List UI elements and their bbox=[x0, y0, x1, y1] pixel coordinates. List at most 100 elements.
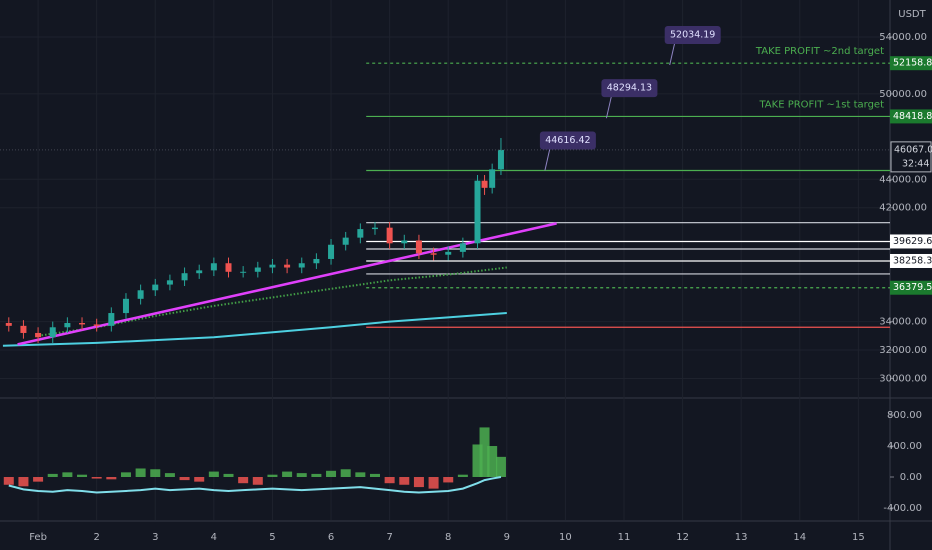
candle-body bbox=[64, 323, 71, 328]
y-tick-label: 44000.00 bbox=[879, 174, 927, 185]
price-tag bbox=[890, 109, 932, 124]
histogram-bar bbox=[311, 473, 322, 478]
histogram-bar bbox=[282, 471, 293, 478]
candle-body bbox=[459, 243, 466, 252]
histogram-bar bbox=[487, 446, 498, 478]
candle-body bbox=[328, 244, 335, 259]
histogram-bar bbox=[355, 472, 366, 478]
candle-body bbox=[225, 263, 232, 272]
candle-body bbox=[210, 263, 217, 271]
histogram-bar bbox=[479, 427, 490, 478]
histogram-bar bbox=[77, 474, 88, 478]
price-tag bbox=[890, 280, 932, 295]
candle-body bbox=[196, 270, 203, 274]
histogram-bar bbox=[62, 472, 73, 478]
price-tag bbox=[890, 234, 932, 249]
x-tick-label: 8 bbox=[445, 532, 451, 543]
histogram-bar bbox=[120, 472, 131, 478]
candle-body bbox=[497, 149, 504, 170]
histogram-bar bbox=[340, 469, 351, 478]
histogram-bar bbox=[399, 477, 410, 485]
y-tick-label: 30000.00 bbox=[879, 374, 927, 385]
level-note: TAKE PROFIT ~1st target bbox=[758, 99, 884, 110]
candle-body bbox=[445, 251, 452, 255]
candle-body bbox=[430, 253, 437, 255]
y-tick-label: 50000.00 bbox=[879, 89, 927, 100]
candle-body bbox=[93, 324, 100, 326]
histogram-bar bbox=[369, 473, 380, 478]
candle-body bbox=[166, 280, 173, 285]
candle-body bbox=[181, 273, 188, 281]
y-tick-label: 32000.00 bbox=[879, 345, 927, 356]
x-tick-label: 12 bbox=[676, 532, 689, 543]
ma-line bbox=[17, 222, 557, 346]
indicator-tick-label: 800.00 bbox=[887, 410, 922, 421]
price-tag-label: 38258.33 bbox=[893, 255, 932, 266]
callout-pointer bbox=[605, 96, 612, 119]
histogram-bar bbox=[91, 477, 102, 479]
candle-body bbox=[137, 290, 144, 299]
x-tick-label: 5 bbox=[269, 532, 275, 543]
histogram-bar bbox=[384, 477, 395, 484]
histogram-bar bbox=[223, 473, 234, 478]
x-tick-label: 4 bbox=[211, 532, 217, 543]
callout-label: 44616.42 bbox=[545, 135, 590, 146]
candle-body bbox=[401, 240, 408, 244]
price-tag-label: 52158.85 bbox=[893, 58, 932, 69]
histogram-bar bbox=[47, 473, 58, 478]
price-tag-label: 48418.80 bbox=[893, 111, 932, 122]
histogram-bar bbox=[413, 477, 424, 488]
candle-body bbox=[284, 264, 291, 268]
candle-body bbox=[152, 284, 159, 291]
histogram-bar bbox=[267, 474, 278, 478]
histogram-bar bbox=[208, 471, 219, 478]
callout-box bbox=[539, 131, 596, 150]
y-tick-label: 42000.00 bbox=[879, 203, 927, 214]
callout-label: 48294.13 bbox=[607, 83, 652, 94]
histogram-bar bbox=[252, 477, 263, 485]
candle-body bbox=[269, 264, 276, 268]
histogram-bar bbox=[164, 473, 175, 478]
price-tag bbox=[890, 56, 932, 71]
candle-body bbox=[5, 323, 12, 326]
candle-body bbox=[49, 327, 56, 338]
x-tick-label: 6 bbox=[328, 532, 334, 543]
histogram-bar bbox=[3, 477, 14, 485]
x-tick-label: 2 bbox=[93, 532, 99, 543]
candle-body bbox=[298, 263, 305, 268]
candle-body bbox=[474, 180, 481, 244]
x-tick-label: Feb bbox=[29, 532, 47, 543]
x-tick-label: 13 bbox=[735, 532, 748, 543]
x-tick-label: 9 bbox=[504, 532, 510, 543]
histogram-bar bbox=[135, 468, 146, 478]
candle-body bbox=[35, 332, 42, 338]
level-note: TAKE PROFIT ~2nd target bbox=[755, 46, 884, 57]
histogram-bar bbox=[150, 469, 161, 478]
y-tick-label: 54000.00 bbox=[879, 32, 927, 43]
histogram-bar bbox=[106, 477, 117, 480]
price-tag-label: 36379.58 bbox=[893, 282, 932, 293]
indicator-tick-label: 400.00 bbox=[887, 441, 922, 452]
candle-body bbox=[240, 271, 247, 273]
callout-pointer bbox=[669, 42, 676, 66]
candle-body bbox=[357, 229, 364, 238]
y-tick-label: 34000.00 bbox=[879, 317, 927, 328]
histogram-bar bbox=[457, 474, 468, 478]
x-tick-label: 15 bbox=[852, 532, 865, 543]
currency: USDT bbox=[898, 9, 926, 20]
histogram-bar bbox=[326, 470, 337, 478]
indicator-tick-label: -400.00 bbox=[883, 503, 922, 514]
candle-body bbox=[79, 323, 86, 325]
histogram-bar bbox=[18, 477, 29, 487]
candle-body bbox=[415, 240, 422, 254]
candle-body bbox=[489, 169, 496, 188]
candle-body bbox=[386, 227, 393, 244]
histogram-bar bbox=[296, 473, 307, 478]
last-price-tag bbox=[890, 141, 932, 173]
histogram-bar bbox=[238, 477, 249, 484]
callout-pointer bbox=[544, 148, 551, 171]
x-tick-label: 10 bbox=[559, 532, 572, 543]
histogram-bar bbox=[443, 477, 454, 483]
